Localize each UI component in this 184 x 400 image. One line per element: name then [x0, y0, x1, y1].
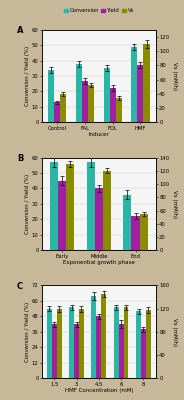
- Bar: [124, 308, 128, 378]
- Bar: [74, 324, 79, 378]
- X-axis label: Exponential growth phase: Exponential growth phase: [63, 260, 135, 265]
- Bar: [79, 309, 84, 378]
- Bar: [132, 216, 139, 250]
- Bar: [58, 181, 66, 250]
- Bar: [57, 309, 62, 378]
- Bar: [66, 164, 74, 250]
- Bar: [47, 309, 52, 378]
- Bar: [48, 70, 54, 122]
- Bar: [137, 65, 144, 122]
- Bar: [96, 316, 101, 378]
- Bar: [110, 88, 116, 122]
- X-axis label: Inducer: Inducer: [89, 132, 109, 137]
- Bar: [103, 171, 111, 250]
- Bar: [104, 68, 110, 122]
- Y-axis label: Conversion / Yield (%): Conversion / Yield (%): [25, 302, 30, 362]
- Y-axis label: Vs (mM/h): Vs (mM/h): [172, 318, 177, 346]
- Y-axis label: Conversion / Yield (%): Conversion / Yield (%): [25, 174, 30, 234]
- Bar: [141, 329, 146, 378]
- Bar: [123, 195, 132, 250]
- Bar: [54, 102, 60, 122]
- Bar: [114, 307, 119, 378]
- Bar: [95, 188, 103, 250]
- Bar: [131, 47, 137, 122]
- Bar: [101, 294, 106, 378]
- Y-axis label: Vs (mM/h): Vs (mM/h): [172, 62, 177, 90]
- Bar: [116, 98, 122, 122]
- Bar: [52, 324, 57, 378]
- Bar: [88, 85, 94, 122]
- Bar: [144, 44, 150, 122]
- Y-axis label: Conversion / Yield (%): Conversion / Yield (%): [25, 46, 30, 106]
- Bar: [50, 162, 58, 250]
- Bar: [60, 94, 66, 122]
- Bar: [91, 296, 96, 378]
- Text: B: B: [17, 154, 23, 163]
- Text: A: A: [17, 26, 24, 35]
- Bar: [146, 310, 151, 378]
- Bar: [136, 311, 141, 378]
- Y-axis label: Vs (mM/h): Vs (mM/h): [172, 190, 177, 218]
- Bar: [87, 162, 95, 250]
- Bar: [69, 307, 74, 378]
- X-axis label: HMF Concentration (mM): HMF Concentration (mM): [65, 388, 133, 393]
- Bar: [76, 64, 82, 122]
- Bar: [82, 81, 88, 122]
- Bar: [139, 214, 148, 250]
- Bar: [119, 324, 124, 378]
- Text: C: C: [17, 282, 23, 291]
- Legend: Conversion, Yield, Vs: Conversion, Yield, Vs: [62, 6, 136, 16]
